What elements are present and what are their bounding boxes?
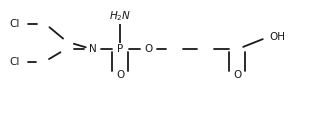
- Text: P: P: [117, 44, 123, 54]
- Text: OH: OH: [269, 32, 285, 42]
- Text: O: O: [116, 70, 124, 80]
- Text: Cl: Cl: [9, 19, 20, 29]
- Text: O: O: [145, 44, 153, 54]
- Text: O: O: [233, 70, 241, 80]
- Text: Cl: Cl: [9, 57, 20, 67]
- Text: $H_2N$: $H_2N$: [109, 10, 131, 23]
- Text: N: N: [89, 44, 97, 54]
